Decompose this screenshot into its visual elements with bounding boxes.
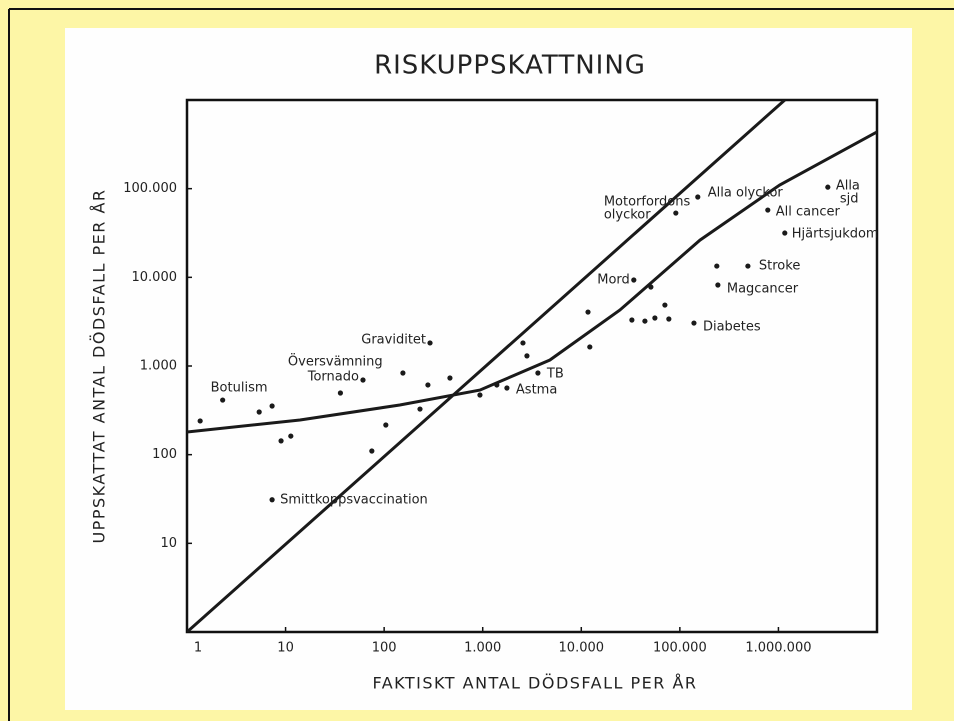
- annotation: Mord: [597, 273, 630, 288]
- annotation: olyckor: [604, 208, 651, 223]
- data-point: [256, 409, 262, 415]
- data-point: [587, 344, 593, 350]
- data-point: [782, 230, 788, 236]
- data-point: [631, 277, 637, 283]
- annotation: Stroke: [759, 259, 800, 274]
- annotation: Astma: [516, 382, 557, 397]
- annotation: sjd: [840, 192, 859, 207]
- x-tick-label: 100: [372, 641, 397, 656]
- data-point: [714, 263, 720, 269]
- data-point: [629, 317, 635, 323]
- data-point: [691, 320, 697, 326]
- data-point: [494, 382, 500, 388]
- annotation: Översvämning: [288, 352, 383, 369]
- annotation: Hjärtsjukdom: [792, 227, 879, 242]
- data-point: [662, 302, 668, 308]
- data-point: [666, 316, 672, 322]
- x-tick-label: 1.000.000: [745, 641, 811, 656]
- data-point: [425, 382, 431, 388]
- plot-area: Botulism Smittkoppsvaccination Översvämnin…: [187, 100, 879, 632]
- data-point: [269, 403, 275, 409]
- annotation: TB: [546, 366, 564, 381]
- x-tick-label: 100.000: [653, 641, 707, 656]
- x-axis-label: FAKTISKT ANTAL DÖDSFALL PER ÅR: [372, 674, 697, 693]
- data-point: [447, 375, 453, 381]
- panel: [65, 28, 912, 710]
- data-point: [695, 194, 701, 200]
- data-point: [715, 282, 721, 288]
- data-point: [269, 497, 275, 503]
- chart-title: RISKUPPSKATTNING: [374, 51, 646, 81]
- data-point: [585, 309, 591, 315]
- y-axis-label: UPPSKATTAT ANTAL DÖDSFALL PER ÅR: [90, 188, 109, 543]
- y-tick-label: 1.000: [140, 359, 177, 374]
- data-point: [278, 438, 284, 444]
- data-point: [642, 318, 648, 324]
- data-point: [535, 370, 541, 376]
- y-tick-label: 100: [152, 447, 177, 462]
- x-tick-label: 1.000: [464, 641, 501, 656]
- annotation: Smittkoppsvaccination: [280, 492, 428, 507]
- y-tick-label: 10: [160, 536, 177, 551]
- data-point: [400, 370, 406, 376]
- annotation: All cancer: [776, 205, 841, 220]
- annotation: Tornado: [307, 370, 359, 385]
- annotation: Magcancer: [727, 282, 799, 297]
- x-tick-label: 10.000: [559, 641, 605, 656]
- annotation: Diabetes: [703, 320, 761, 335]
- y-tick-label: 100.000: [123, 181, 177, 196]
- data-point: [825, 184, 831, 190]
- x-tick-label: 10: [277, 641, 294, 656]
- trend-line: [187, 130, 877, 434]
- y-tick-label: 10.000: [132, 270, 178, 285]
- data-point: [288, 433, 294, 439]
- data-point: [673, 210, 679, 216]
- data-point: [369, 448, 375, 454]
- data-point: [383, 422, 389, 428]
- data-point: [504, 385, 510, 391]
- data-point: [220, 397, 226, 403]
- annotation: Motorfordons: [604, 195, 691, 210]
- data-point: [197, 418, 203, 424]
- data-point: [524, 353, 530, 359]
- annotation: Alla olyckor: [708, 186, 784, 201]
- data-point: [652, 315, 658, 321]
- data-point: [765, 207, 771, 213]
- data-point: [648, 284, 654, 290]
- data-point: [427, 340, 433, 346]
- x-tick-label: 1: [194, 641, 202, 656]
- data-point: [745, 263, 751, 269]
- annotation: Alla: [836, 179, 860, 194]
- trend-line: [187, 100, 786, 632]
- data-point: [360, 377, 366, 383]
- data-point: [417, 406, 423, 412]
- data-point: [337, 390, 344, 396]
- data-point: [477, 392, 483, 398]
- annotation: Botulism: [211, 381, 268, 396]
- data-point: [520, 340, 526, 346]
- annotation: Graviditet: [361, 332, 426, 347]
